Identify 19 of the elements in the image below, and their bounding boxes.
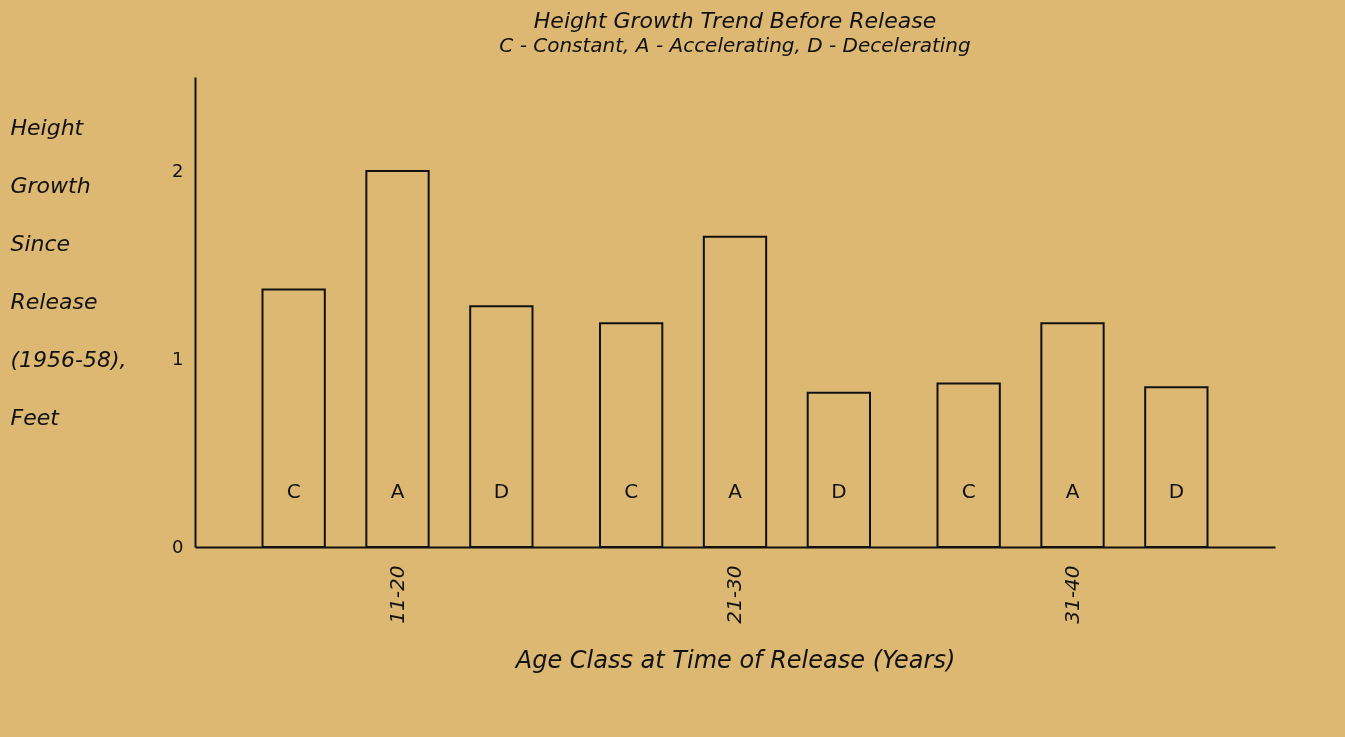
x-tick-label: 11-20: [384, 565, 409, 624]
text: D: [1168, 479, 1185, 503]
y-tick-label: 0: [172, 535, 184, 557]
chart-subtitle: C - Constant, A - Accelerating, D - Decelerating: [499, 33, 971, 57]
x-axis-title: Age Class at Time of Release (Years): [513, 645, 956, 674]
text: A: [390, 479, 405, 503]
text: D: [493, 479, 510, 503]
series-label: C: [624, 479, 639, 503]
text: C: [286, 479, 301, 503]
chart-title: Height Growth Trend Before Release: [533, 8, 937, 33]
x-tick-label: 21-30: [722, 565, 746, 624]
y-tick-label: 1: [172, 347, 184, 369]
text: Height Growth Since Release (1956-58), Feet: [10, 114, 127, 430]
series-label: A: [728, 479, 743, 503]
y-tick-label: 2: [172, 159, 184, 181]
series-label: D: [831, 479, 847, 503]
x-tick-label: 31-40: [1059, 565, 1084, 624]
text: C: [961, 479, 976, 503]
text: A: [1065, 479, 1080, 503]
